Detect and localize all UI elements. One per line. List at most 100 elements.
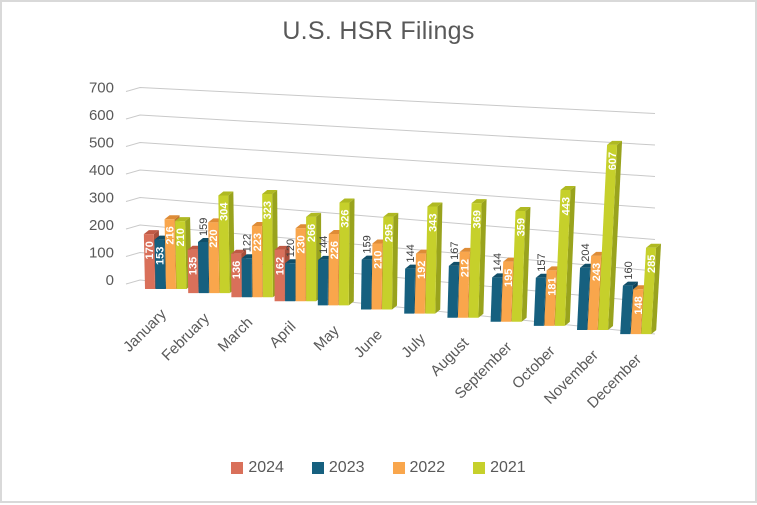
bar-front-face [620, 285, 633, 335]
bar-2021-december: 285 [641, 243, 662, 335]
bar-value-label: 159 [198, 218, 210, 236]
bar-value-label: 607 [607, 152, 619, 170]
bar-side-face [348, 198, 355, 306]
bar-value-label: 243 [591, 263, 603, 281]
bar-side-face [521, 207, 531, 322]
legend-item-2023: 2023 [311, 459, 365, 477]
bar-value-label: 210 [372, 251, 384, 269]
bar-value-label: 266 [306, 224, 318, 242]
bar-value-label: 359 [515, 218, 527, 236]
bar-front-face [218, 195, 230, 294]
legend-swatch-2021 [473, 462, 486, 474]
bar-front-face [544, 270, 557, 326]
bar-top-face [471, 199, 487, 204]
bar-side-face [564, 185, 576, 326]
bar-value-label: 181 [547, 277, 559, 295]
bar-front-face [187, 249, 199, 294]
bar-top-face [560, 185, 576, 190]
legend-item-2021: 2021 [473, 459, 526, 477]
bar-value-label: 160 [623, 261, 635, 279]
bar-value-label: 204 [580, 243, 592, 261]
bar-top-face [607, 140, 623, 145]
bar-side-face [608, 140, 623, 330]
bar-front-face [262, 194, 273, 298]
bar-value-label: 326 [340, 209, 352, 227]
bar-front-face [361, 259, 372, 310]
bar-value-label: 220 [208, 229, 220, 247]
y-tick-label: 700 [89, 80, 114, 97]
legend-label-2022: 2022 [409, 459, 446, 476]
month-label: May [311, 322, 343, 354]
bar-value-label: 148 [633, 296, 645, 314]
bar-2021-may: 326 [338, 198, 355, 306]
bar-front-face [164, 219, 176, 289]
month-label: March [215, 314, 256, 355]
bar-front-face [641, 247, 657, 335]
legend: 2024 2023 2022 2021 [2, 459, 755, 477]
bar-front-face [371, 243, 383, 310]
bar-value-label: 216 [165, 226, 177, 244]
bar-value-label: 323 [262, 201, 274, 219]
bar-value-label: 162 [275, 257, 287, 275]
bar-front-face [154, 239, 166, 289]
bar-front-face [490, 277, 503, 322]
bar-front-face [317, 259, 329, 306]
legend-item-2024: 2024 [231, 459, 284, 477]
gridline [125, 114, 656, 146]
y-tick-label: 500 [89, 135, 114, 152]
bar-front-face [285, 263, 296, 302]
bar-front-face [251, 225, 263, 298]
bar-value-label: 144 [318, 236, 330, 254]
bar-value-label: 443 [561, 197, 573, 215]
bar-value-label: 369 [472, 210, 484, 228]
bar-value-label: 167 [449, 242, 461, 260]
legend-swatch-2023 [311, 462, 324, 474]
y-tick-label: 100 [89, 245, 114, 262]
bar-top-face [306, 212, 322, 217]
y-tick-label: 300 [89, 190, 114, 207]
bar-2021-november: 607 [598, 140, 623, 330]
bar-front-face [511, 211, 526, 322]
y-tick-label: 400 [89, 162, 114, 179]
bar-front-face [598, 144, 618, 330]
bar-top-face [427, 202, 443, 207]
bar-value-label: 122 [242, 234, 254, 252]
gridline [125, 141, 656, 177]
bar-value-label: 226 [329, 241, 341, 259]
bar-2021-june: 295 [382, 212, 399, 310]
bar-front-face [197, 242, 209, 294]
bar-front-face [382, 216, 394, 310]
bar-front-face [457, 251, 470, 318]
bar-top-face [164, 215, 180, 220]
bar-front-face [306, 216, 317, 302]
bar-side-face [392, 212, 399, 310]
bar-value-label: 212 [460, 259, 472, 277]
bar-value-label: 195 [503, 269, 515, 287]
bar-top-face [143, 230, 159, 235]
bar-front-face [241, 258, 252, 298]
bar-top-face [231, 249, 247, 254]
bar-value-label: 120 [285, 239, 297, 257]
bar-top-face [383, 212, 399, 217]
month-label: April [266, 318, 299, 351]
bar-top-face [274, 245, 290, 250]
y-tick-label: 0 [106, 272, 114, 289]
bar-front-face [274, 249, 285, 302]
bar-side-face [435, 202, 443, 314]
legend-label-2021: 2021 [490, 459, 526, 476]
bar-value-label: 144 [492, 253, 504, 271]
y-tick-label: 600 [89, 107, 114, 124]
bar-side-face [478, 199, 487, 318]
gridline [125, 86, 656, 114]
bar-side-face [651, 243, 662, 335]
legend-label-2023: 2023 [328, 459, 365, 476]
bar-value-label: 285 [646, 255, 658, 273]
bar-top-face [339, 198, 355, 203]
gridline [125, 279, 656, 335]
month-label: July [398, 330, 429, 361]
bar-front-face [231, 253, 242, 298]
bar-front-face [295, 228, 306, 302]
bar-value-label: 136 [231, 261, 243, 279]
